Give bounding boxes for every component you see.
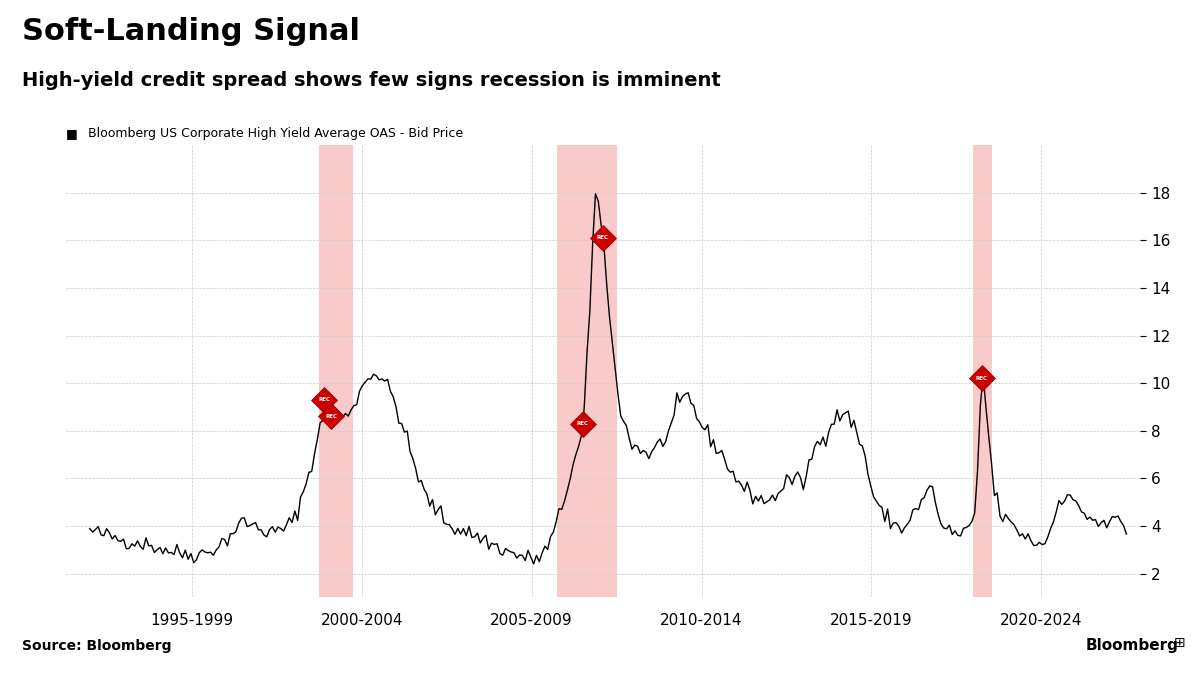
Text: Bloomberg US Corporate High Yield Average OAS - Bid Price: Bloomberg US Corporate High Yield Averag… [88, 127, 463, 140]
Text: Source: Bloomberg: Source: Bloomberg [22, 639, 172, 653]
Text: ■: ■ [66, 127, 78, 140]
Text: REC: REC [318, 398, 330, 402]
Bar [973, 145, 992, 597]
Text: REC: REC [325, 414, 337, 419]
Text: Bloomberg: Bloomberg [1086, 639, 1178, 653]
Text: REC: REC [976, 376, 988, 381]
Text: ⊞: ⊞ [1174, 636, 1186, 650]
Bar [557, 145, 617, 597]
Bar [319, 145, 353, 597]
Text: REC: REC [577, 421, 589, 426]
Text: REC: REC [596, 236, 608, 240]
Text: Soft-Landing Signal: Soft-Landing Signal [22, 17, 360, 46]
Text: High-yield credit spread shows few signs recession is imminent: High-yield credit spread shows few signs… [22, 71, 720, 90]
